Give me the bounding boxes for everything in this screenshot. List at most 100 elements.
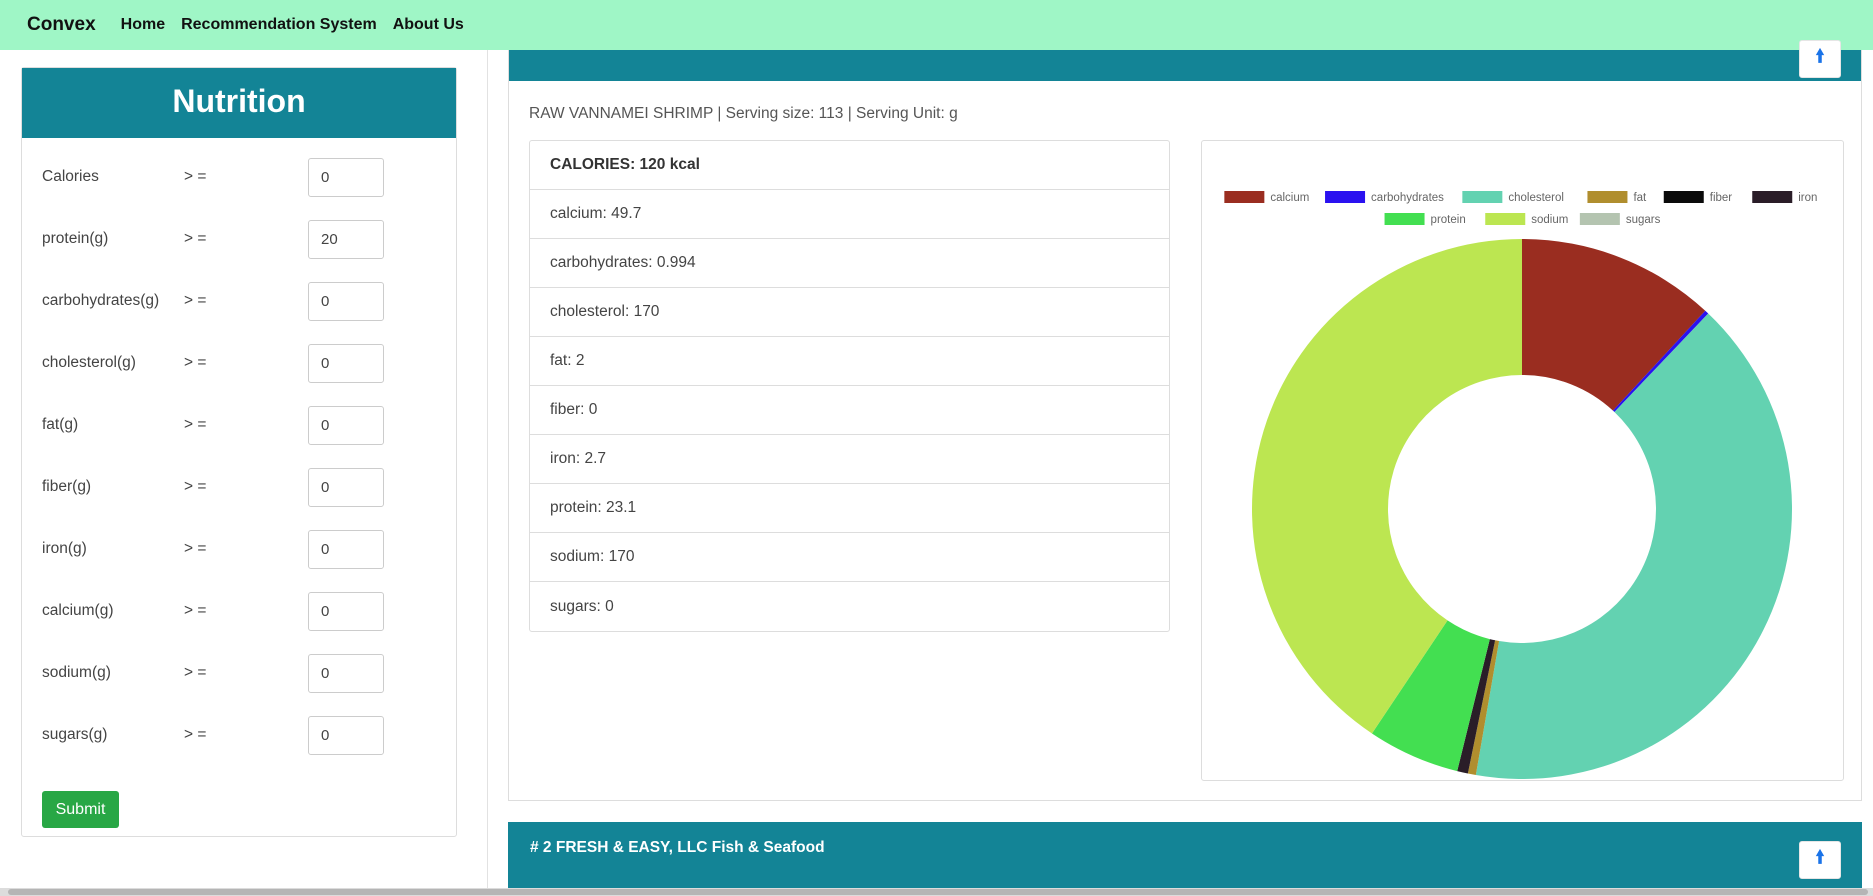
calories-item: CALORIES: 120 kcal: [530, 141, 1169, 190]
result-card-2-title: # 2 FRESH & EASY, LLC Fish & Seafood: [530, 839, 825, 856]
operator-label: > =: [184, 664, 207, 681]
legend-swatch: [1462, 191, 1503, 203]
legend-item-sodium[interactable]: sodium: [1485, 213, 1568, 226]
form-row-fat: fat(g) > =: [42, 405, 442, 445]
product-subtitle: RAW VANNAMEI SHRIMP | Serving size: 113 …: [529, 105, 958, 122]
slice-fat[interactable]: [1467, 640, 1500, 776]
nutrient-chart-box: calcium carbohydrates cholesterol fat fiber i…: [1201, 140, 1844, 781]
legend-swatch: [1752, 191, 1793, 203]
field-label: fiber(g): [42, 478, 92, 495]
legend-swatch: [1325, 191, 1366, 203]
arrow-up-icon: 🠙: [1815, 847, 1825, 867]
field-label: iron(g): [42, 540, 87, 557]
legend-item-carbohydrates[interactable]: carbohydrates: [1325, 191, 1444, 204]
nutrient-donut-chart: calcium carbohydrates cholesterol fat fiber i…: [1224, 191, 1817, 779]
left-column: Nutrition Calories > = protein(g) > = ca…: [0, 50, 488, 896]
legend-label: cholesterol: [1508, 192, 1564, 204]
nav-link-about-us[interactable]: About Us: [392, 16, 464, 33]
field-label: protein(g): [42, 230, 109, 247]
horizontal-scrollbar[interactable]: [0, 888, 1873, 896]
form-row-iron: iron(g) > =: [42, 529, 442, 569]
legend-item-protein[interactable]: protein: [1384, 213, 1466, 226]
calcium-input[interactable]: [308, 591, 384, 631]
operator-label: > =: [184, 602, 207, 619]
field-label: cholesterol(g): [42, 354, 136, 371]
field-label: fat(g): [42, 416, 79, 433]
legend-item-iron[interactable]: iron: [1752, 191, 1817, 204]
legend-item-cholesterol[interactable]: cholesterol: [1462, 191, 1564, 204]
form-row-carbohydrates: carbohydrates(g) > =: [42, 281, 442, 321]
slice-iron[interactable]: [1457, 639, 1496, 774]
legend-swatch: [1224, 191, 1265, 203]
form-row-sodium: sodium(g) > =: [42, 653, 442, 693]
legend-swatch: [1384, 213, 1425, 225]
legend-swatch: [1663, 191, 1704, 203]
nutrition-form-card: Nutrition Calories > = protein(g) > = ca…: [21, 67, 457, 837]
list-item: calcium: 49.7: [530, 190, 1169, 239]
nav-link-home[interactable]: Home: [120, 16, 166, 33]
scroll-top-button-2[interactable]: 🠙: [1799, 841, 1841, 879]
list-item: sodium: 170: [530, 533, 1169, 582]
form-row-calories: Calories > =: [42, 157, 442, 197]
result-card: 🠙 RAW VANNAMEI SHRIMP | Serving size: 11…: [508, 40, 1862, 801]
slice-cholesterol[interactable]: [1475, 313, 1792, 779]
form-row-calcium: calcium(g) > =: [42, 591, 442, 631]
form-row-fiber: fiber(g) > =: [42, 467, 442, 507]
legend-swatch: [1485, 213, 1526, 225]
arrow-up-icon: 🠙: [1815, 46, 1825, 66]
operator-label: > =: [184, 540, 207, 557]
list-item: sugars: 0: [550, 597, 614, 615]
calories-input[interactable]: [308, 157, 384, 197]
scroll-top-button[interactable]: 🠙: [1799, 40, 1841, 78]
field-label: Calories: [42, 168, 99, 185]
legend-label: carbohydrates: [1371, 192, 1444, 204]
fat-input[interactable]: [308, 405, 384, 445]
form-row-sugars: sugars(g) > =: [42, 715, 442, 755]
legend-label: iron: [1798, 192, 1817, 204]
result-card-header: 🠙: [509, 40, 1861, 81]
operator-label: > =: [184, 726, 207, 743]
result-card-2: # 2 FRESH & EASY, LLC Fish & Seafood 🠙: [508, 822, 1862, 896]
legend-item-fat[interactable]: fat: [1587, 191, 1647, 204]
operator-label: > =: [184, 168, 207, 185]
legend-label: fiber: [1710, 192, 1733, 204]
legend-label: sugars: [1626, 214, 1661, 226]
legend-label: sodium: [1531, 214, 1568, 226]
carbohydrates-input[interactable]: [308, 281, 384, 321]
legend-swatch: [1587, 191, 1628, 203]
slice-carbohydrates[interactable]: [1612, 310, 1709, 412]
form-row-cholesterol: cholesterol(g) > =: [42, 343, 442, 383]
form-row-protein: protein(g) > =: [42, 219, 442, 259]
operator-label: > =: [184, 478, 207, 495]
operator-label: > =: [184, 230, 207, 247]
navbar: Convex Home Recommendation System About …: [0, 0, 1873, 50]
scrollbar-thumb[interactable]: [8, 889, 1868, 895]
field-label: calcium(g): [42, 602, 114, 619]
cholesterol-input[interactable]: [308, 343, 384, 383]
slice-protein[interactable]: [1371, 620, 1490, 772]
operator-label: > =: [184, 292, 207, 309]
submit-button[interactable]: Submit: [42, 791, 119, 828]
list-item: carbohydrates: 0.994: [530, 239, 1169, 288]
field-label: carbohydrates(g): [42, 292, 160, 309]
legend-label: protein: [1431, 214, 1466, 226]
nutrition-form-title: Nutrition: [22, 68, 456, 138]
operator-label: > =: [184, 416, 207, 433]
slice-sodium[interactable]: [1252, 239, 1522, 734]
list-item: iron: 2.7: [530, 435, 1169, 484]
fiber-input[interactable]: [308, 467, 384, 507]
legend-item-sugars[interactable]: sugars: [1579, 213, 1661, 226]
sodium-input[interactable]: [308, 653, 384, 693]
slice-calcium[interactable]: [1522, 239, 1706, 411]
nav-link-recommendation-system[interactable]: Recommendation System: [181, 16, 377, 33]
nutrient-list: CALORIES: 120 kcal calcium: 49.7 carbohy…: [529, 140, 1170, 632]
legend-item-fiber[interactable]: fiber: [1663, 191, 1733, 204]
iron-input[interactable]: [308, 529, 384, 569]
list-item: protein: 23.1: [530, 484, 1169, 533]
list-item: cholesterol: 170: [530, 288, 1169, 337]
brand-logo[interactable]: Convex: [27, 14, 96, 35]
sugars-input[interactable]: [308, 715, 384, 755]
protein-input[interactable]: [308, 219, 384, 259]
legend-swatch: [1579, 213, 1620, 225]
legend-item-calcium[interactable]: calcium: [1224, 191, 1309, 204]
